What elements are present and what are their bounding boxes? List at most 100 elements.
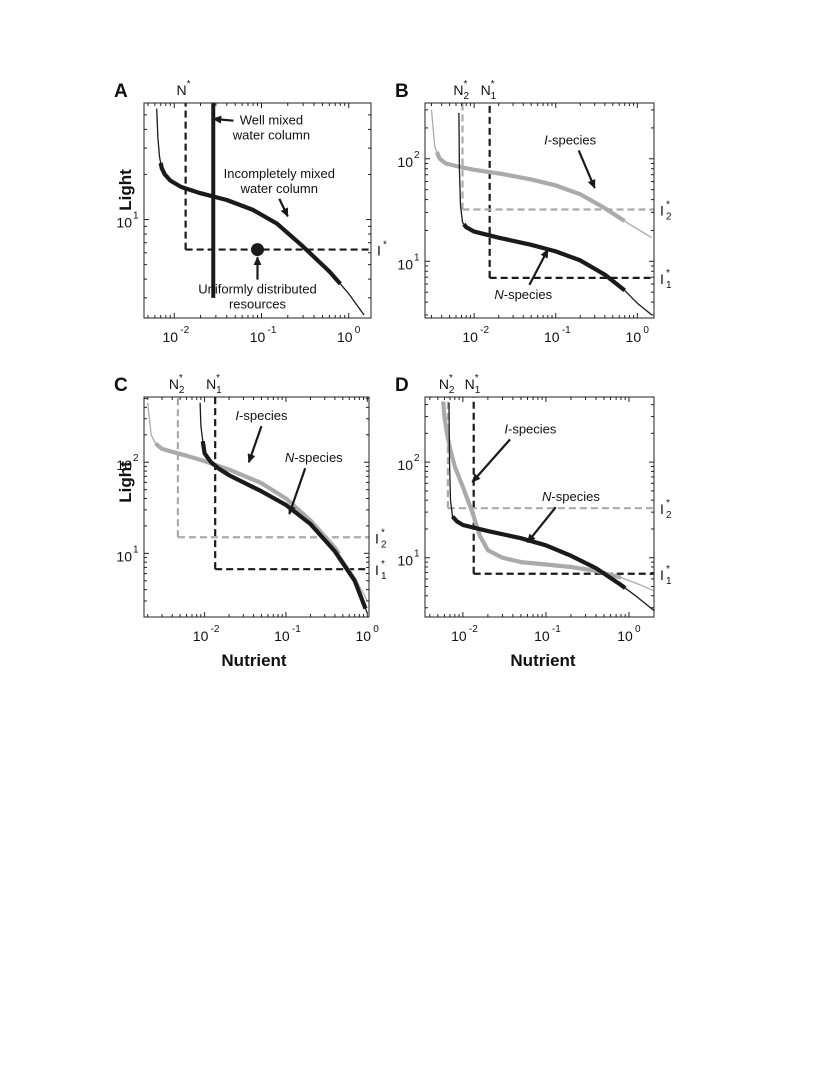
x-tick-label: 10 — [626, 329, 642, 345]
annotation-arrow — [471, 438, 511, 483]
threshold-label-i1: I — [660, 271, 664, 287]
threshold-label-i2: I — [660, 501, 664, 517]
plot-area — [156, 103, 371, 316]
threshold-star: * — [381, 527, 385, 538]
threshold-star: * — [187, 79, 191, 90]
y-tick-exponent: 1 — [414, 549, 420, 560]
panel-letter: D — [395, 375, 409, 396]
threshold-subscript: 1 — [666, 280, 672, 291]
threshold-subscript: 1 — [666, 576, 672, 587]
curve-i-species-thick — [434, 151, 626, 223]
threshold-star: * — [666, 200, 670, 211]
annotation-text: water column — [232, 128, 310, 143]
curve-i-species-thick — [441, 401, 622, 580]
y-tick-label: 10 — [397, 553, 413, 569]
threshold-label-n1: N — [465, 376, 475, 392]
threshold-star: * — [666, 564, 670, 575]
y-tick-exponent: 1 — [133, 211, 139, 222]
x-axis-title-right: Nutrient — [510, 651, 576, 670]
threshold-subscript: 2 — [449, 385, 455, 396]
y-tick-exponent: 1 — [133, 544, 139, 555]
x-tick-exponent: -1 — [292, 624, 301, 635]
annotation-arrow — [278, 198, 289, 218]
threshold-star: * — [666, 498, 670, 509]
x-tick-label: 10 — [534, 628, 550, 644]
axes-frame — [424, 102, 655, 319]
threshold-star: * — [666, 268, 670, 279]
threshold-label-n2: N — [169, 376, 179, 392]
y-tick-label: 10 — [397, 457, 413, 473]
y-tick-label: 10 — [116, 548, 132, 564]
threshold-subscript: 1 — [381, 571, 387, 582]
y-tick-label: 10 — [116, 215, 132, 231]
threshold-label-i2: I — [375, 530, 379, 546]
annotation-arrow — [577, 150, 596, 189]
x-tick-label: 10 — [462, 329, 478, 345]
threshold-subscript: 2 — [463, 91, 469, 102]
x-tick-exponent: 0 — [355, 325, 361, 336]
threshold-label-i1: I — [660, 567, 664, 583]
threshold-subscript: 1 — [216, 385, 222, 396]
annotation-text: water column — [240, 181, 318, 196]
panel-letter: B — [395, 81, 409, 102]
y-tick-exponent: 2 — [414, 150, 420, 161]
threshold-star: * — [463, 79, 467, 90]
tick-marks — [425, 103, 654, 318]
annotation: N-species — [285, 450, 343, 515]
y-tick-exponent: 2 — [133, 453, 139, 464]
x-tick-exponent: 0 — [643, 325, 649, 336]
annotation-arrow — [526, 506, 557, 544]
threshold-subscript: 1 — [475, 385, 481, 396]
curve-i-species-thin — [147, 402, 368, 602]
annotation-text: I-species — [504, 421, 557, 436]
x-tick-exponent: -1 — [552, 624, 561, 635]
y-tick-label: 10 — [397, 154, 413, 170]
x-tick-exponent: 0 — [373, 624, 379, 635]
axes-frame — [424, 396, 655, 618]
threshold-label-i: I — [377, 243, 381, 259]
curve-mixed-thick — [158, 162, 342, 286]
curve-n-species-thick — [200, 440, 368, 610]
x-tick-label: 10 — [250, 329, 266, 345]
annotation: N-species — [526, 489, 600, 544]
threshold-star: * — [475, 373, 479, 384]
threshold-star: * — [491, 79, 495, 90]
annotation-text: N-species — [542, 489, 600, 504]
tick-marks — [425, 397, 655, 617]
x-tick-exponent: -1 — [562, 325, 571, 336]
curve-i-species-thick — [154, 441, 341, 556]
x-tick-label: 10 — [617, 628, 633, 644]
threshold-label-n2: N — [453, 82, 463, 98]
panel-letter: C — [114, 375, 128, 396]
panel-letter: A — [114, 81, 128, 102]
resource-point — [251, 243, 264, 257]
y-axis-title-top: Light — [116, 169, 135, 211]
threshold-label-i1: I — [375, 562, 379, 578]
axes-frame — [143, 396, 370, 618]
curve-n-species-thin — [199, 402, 368, 614]
annotation-arrow — [528, 248, 549, 286]
threshold-star: * — [383, 240, 387, 251]
annotation-text: N-species — [494, 287, 552, 302]
y-tick-label: 10 — [397, 256, 413, 272]
y-tick-exponent: 1 — [414, 252, 420, 263]
threshold-label-i2: I — [660, 203, 664, 219]
threshold-label-n1: N — [206, 376, 216, 392]
plot-area — [430, 103, 654, 316]
threshold-subscript: 2 — [179, 385, 185, 396]
threshold-subscript: 2 — [381, 539, 387, 550]
annotation-text: I-species — [544, 132, 597, 147]
annotation-text: N-species — [285, 450, 343, 465]
threshold-star: * — [179, 373, 183, 384]
threshold-star: * — [216, 373, 220, 384]
x-tick-exponent: -2 — [469, 624, 478, 635]
threshold-label-n: N — [177, 82, 187, 98]
x-tick-exponent: -1 — [267, 325, 276, 336]
x-tick-exponent: -2 — [180, 325, 189, 336]
threshold-star: * — [381, 559, 385, 570]
x-tick-exponent: -2 — [211, 624, 220, 635]
